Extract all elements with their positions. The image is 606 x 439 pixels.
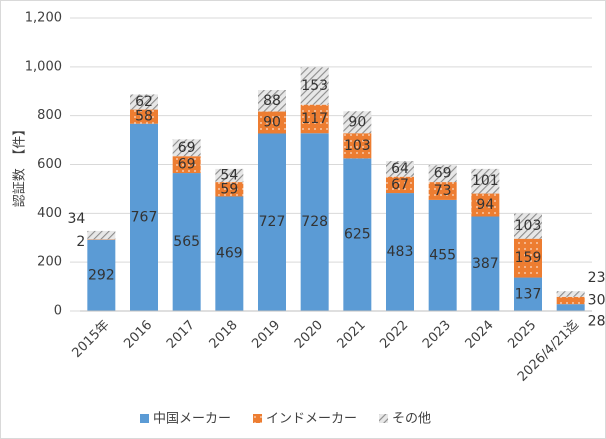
data-label: 90 <box>348 114 366 130</box>
data-label: 727 <box>259 214 286 230</box>
x-tick-label: 2023 <box>420 318 454 352</box>
data-label: 625 <box>344 227 371 243</box>
data-label: 69 <box>434 166 452 182</box>
data-label: 94 <box>476 197 494 213</box>
data-label: 767 <box>131 209 158 225</box>
data-label: 153 <box>301 78 328 94</box>
data-label: 137 <box>515 286 542 302</box>
data-label: 387 <box>472 256 499 272</box>
bar-segment <box>87 239 116 311</box>
bar-segment <box>172 139 201 157</box>
data-label: 565 <box>173 234 200 250</box>
x-tick-label: 2024 <box>463 318 497 352</box>
data-label: 103 <box>515 218 542 234</box>
bar-segment <box>130 109 158 124</box>
x-tick-label: 2020 <box>292 318 326 352</box>
bar-segment <box>514 213 542 239</box>
data-label: 73 <box>434 183 452 199</box>
data-label: 64 <box>391 161 409 177</box>
data-label: 34 <box>68 211 86 227</box>
data-label: 58 <box>135 109 153 125</box>
bar-segment <box>428 199 457 311</box>
legend-swatch <box>253 414 263 423</box>
data-label: 292 <box>88 267 115 283</box>
bar-segment <box>215 196 244 311</box>
y-axis-label: 認証数 【件】 <box>12 123 28 208</box>
data-label: 67 <box>391 177 409 193</box>
x-tick-label: 2022 <box>377 318 411 352</box>
bar-segment <box>428 182 457 200</box>
bar-segment <box>343 111 372 134</box>
bar-segment <box>300 133 329 311</box>
data-label: 483 <box>387 244 414 260</box>
bar-segment <box>386 161 414 177</box>
bar-segment <box>172 173 201 311</box>
bar-segment <box>471 168 500 194</box>
bar-segment <box>514 238 542 278</box>
y-tick-label: 1,200 <box>25 11 62 26</box>
bar-segment <box>556 296 585 305</box>
bar-segment <box>556 291 585 297</box>
data-label: 59 <box>220 181 238 197</box>
bar-segment <box>130 94 158 110</box>
data-label: 23 <box>588 270 606 286</box>
y-tick-label: 800 <box>37 108 62 123</box>
data-label: 455 <box>429 247 456 263</box>
bar-segment <box>343 133 372 159</box>
y-tick-label: 600 <box>37 157 62 172</box>
bar-segment <box>386 193 414 311</box>
data-label: 62 <box>135 94 153 110</box>
bar-segment <box>258 90 286 112</box>
x-tick-label: 2018 <box>207 318 241 352</box>
legend-label: 中国メーカー <box>153 412 231 427</box>
data-label: 159 <box>515 250 542 266</box>
x-tick-label: 2021 <box>335 318 369 352</box>
x-tick-label: 2015年 <box>69 318 112 361</box>
y-tick-label: 1,000 <box>25 59 62 74</box>
data-label: 469 <box>216 246 243 262</box>
data-label: 117 <box>301 111 328 127</box>
bar-segment <box>300 104 329 134</box>
bar-segment <box>471 216 500 311</box>
legend-label: その他 <box>392 412 431 427</box>
data-label: 103 <box>344 138 371 154</box>
bar-segment <box>386 176 414 194</box>
data-label: 69 <box>178 140 196 156</box>
x-tick-label: 2016 <box>121 318 155 352</box>
bar-segment <box>215 182 244 197</box>
data-label: 28 <box>588 314 606 330</box>
bar-segment <box>343 158 372 311</box>
y-tick-label: 200 <box>37 255 62 270</box>
x-tick-label: 2017 <box>164 318 198 352</box>
x-tick-label: 2025 <box>505 318 539 352</box>
bar-segment <box>130 123 158 311</box>
data-label: 69 <box>178 157 196 173</box>
data-label: 101 <box>472 173 499 189</box>
legend-swatch <box>379 414 389 423</box>
bar-segment <box>172 156 201 174</box>
data-label: 2 <box>76 234 85 250</box>
legend-swatch <box>140 414 149 423</box>
data-label: 728 <box>301 214 328 230</box>
bar-segment <box>428 165 457 183</box>
bar-segment <box>258 133 286 311</box>
y-tick-label: 0 <box>54 304 62 319</box>
x-tick-label: 2019 <box>249 318 283 352</box>
data-label: 88 <box>263 93 281 109</box>
bar-segment <box>471 193 500 217</box>
bar-segment <box>556 304 585 311</box>
bar-segment <box>215 168 244 183</box>
legend-label: インドメーカー <box>266 412 357 427</box>
data-label: 90 <box>263 115 281 131</box>
bar-segment <box>87 230 116 240</box>
bar-segment <box>258 111 286 134</box>
bar-segment <box>514 277 542 311</box>
bar-segment <box>300 67 329 105</box>
data-label: 30 <box>588 293 606 309</box>
y-tick-label: 400 <box>37 206 62 221</box>
data-label: 54 <box>220 167 238 183</box>
